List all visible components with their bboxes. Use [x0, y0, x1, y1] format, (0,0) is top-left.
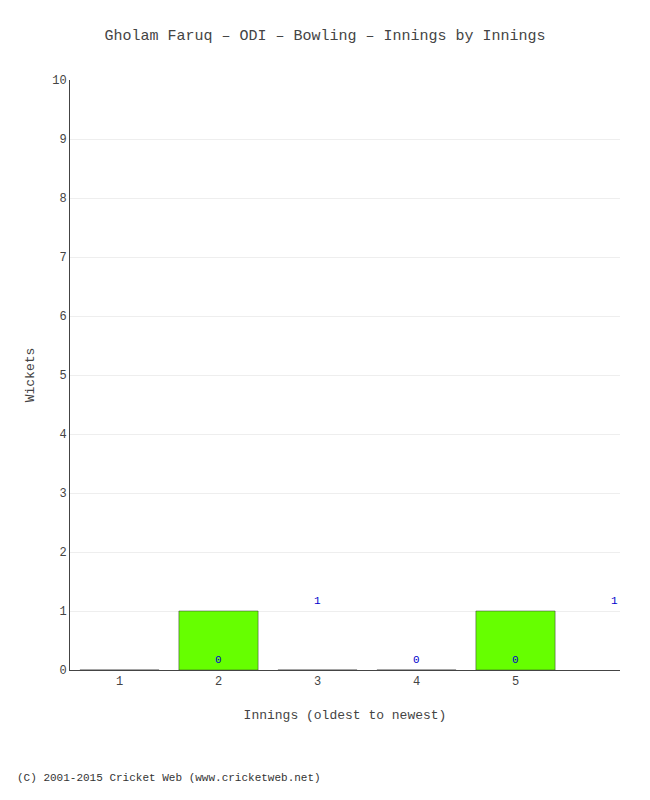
svg-text:1: 1	[116, 675, 123, 689]
svg-text:9: 9	[59, 133, 66, 147]
svg-text:4: 4	[59, 428, 66, 442]
svg-text:0: 0	[215, 654, 222, 666]
svg-text:1: 1	[611, 595, 618, 607]
svg-text:2: 2	[215, 675, 222, 689]
svg-text:Innings (oldest to newest): Innings (oldest to newest)	[244, 708, 447, 723]
svg-text:1: 1	[59, 605, 66, 619]
svg-text:10: 10	[52, 74, 66, 88]
svg-text:3: 3	[59, 487, 66, 501]
svg-text:Wickets: Wickets	[23, 348, 38, 403]
svg-text:0: 0	[512, 654, 519, 666]
svg-text:1: 1	[314, 595, 321, 607]
svg-text:3: 3	[314, 675, 321, 689]
svg-text:7: 7	[59, 251, 66, 265]
svg-text:2: 2	[59, 546, 66, 560]
svg-text:8: 8	[59, 192, 66, 206]
svg-text:0: 0	[413, 654, 420, 666]
svg-text:0: 0	[59, 664, 66, 678]
svg-text:6: 6	[59, 310, 66, 324]
svg-text:5: 5	[59, 369, 66, 383]
svg-text:5: 5	[512, 675, 519, 689]
svg-text:4: 4	[413, 675, 420, 689]
svg-text:(C) 2001-2015 Cricket Web (www: (C) 2001-2015 Cricket Web (www.cricketwe…	[17, 772, 321, 784]
svg-text:Gholam Faruq – ODI – Bowling –: Gholam Faruq – ODI – Bowling – Innings b…	[104, 28, 545, 45]
